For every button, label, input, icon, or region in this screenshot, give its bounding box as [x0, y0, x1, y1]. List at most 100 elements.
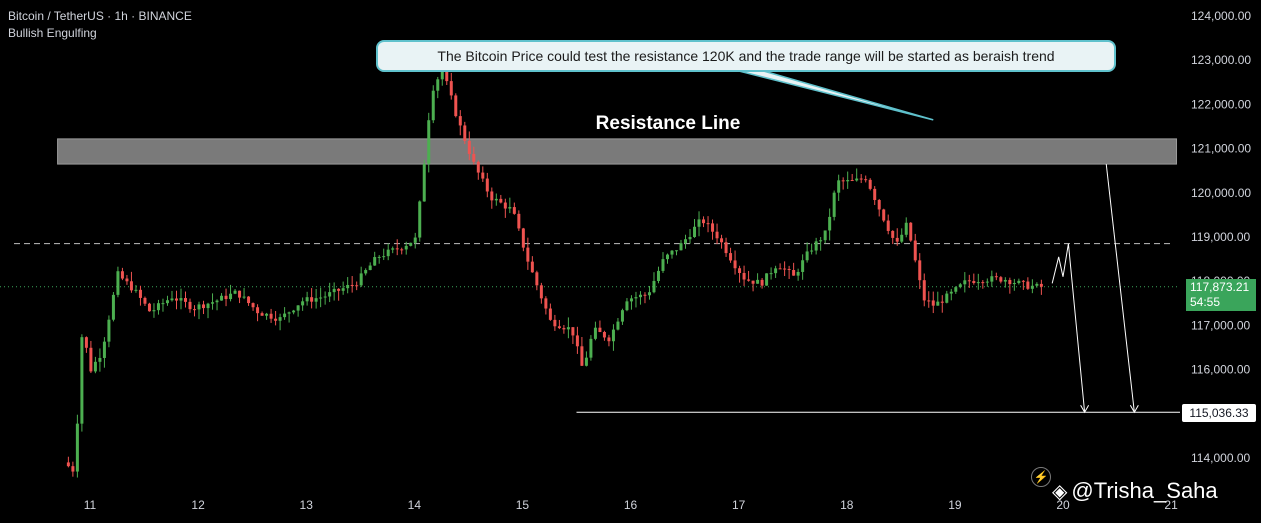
candle-body	[472, 153, 476, 162]
candle-body	[1030, 285, 1034, 289]
candle-body	[949, 291, 953, 294]
candle	[1003, 277, 1007, 288]
projection-path	[1051, 243, 1086, 413]
candle-body	[1012, 283, 1016, 285]
candle-body	[1026, 281, 1030, 289]
candle-body	[530, 261, 534, 273]
candle	[107, 315, 111, 348]
resistance-zone-layer	[57, 138, 1178, 165]
candle-body	[229, 293, 233, 300]
candle	[364, 268, 368, 276]
candle-body	[652, 280, 656, 293]
candle-body	[828, 216, 832, 231]
candle-body	[193, 309, 197, 311]
candle	[877, 198, 881, 217]
candle	[679, 239, 683, 251]
candle	[643, 292, 647, 304]
candle	[391, 246, 395, 254]
candle	[981, 280, 985, 289]
candle-body	[337, 288, 341, 291]
candle-body	[720, 238, 724, 243]
candle	[202, 300, 206, 315]
level-lines-layer	[0, 243, 1180, 413]
candle	[206, 302, 210, 319]
callout-annotation[interactable]: The Bitcoin Price could test the resista…	[376, 40, 1116, 72]
x-tick-label: 11	[84, 498, 97, 512]
candle-body	[958, 284, 962, 288]
candle-body	[251, 303, 255, 308]
candle-body	[368, 265, 372, 271]
current-price-value: 117,873.21	[1190, 280, 1250, 294]
candle	[242, 288, 246, 300]
candle-body	[445, 69, 449, 82]
candle	[607, 334, 611, 347]
candle	[152, 303, 156, 318]
candle-body	[427, 120, 431, 164]
candle	[1008, 277, 1012, 294]
candle-body	[188, 301, 192, 310]
candle-body	[620, 310, 624, 322]
candle-body	[102, 341, 106, 358]
candle-body	[774, 268, 778, 274]
candle	[233, 288, 237, 295]
candle	[265, 312, 269, 320]
candle-body	[418, 201, 422, 238]
candle-body	[292, 310, 296, 313]
candle-body	[422, 163, 426, 202]
indicator-label[interactable]: Bullish Engulfing	[8, 26, 97, 40]
candle-body	[215, 300, 219, 303]
flash-icon[interactable]: ⚡	[1031, 467, 1051, 487]
candle-body	[990, 276, 994, 282]
x-tick-label: 16	[624, 498, 638, 512]
candle-body	[553, 319, 557, 327]
candle-body	[724, 242, 728, 254]
candle-body	[382, 256, 386, 258]
candle	[238, 290, 242, 304]
candle-body	[377, 256, 381, 258]
candle	[557, 319, 561, 330]
candle	[787, 265, 791, 279]
candle	[418, 200, 422, 242]
candle-body	[994, 276, 998, 278]
candle-body	[310, 297, 314, 302]
candle-body	[350, 284, 354, 286]
candle-body	[882, 209, 886, 221]
x-tick-label: 13	[300, 498, 314, 512]
candle	[224, 288, 228, 307]
candle	[517, 210, 521, 231]
resistance-line-label[interactable]: Resistance Line	[595, 113, 741, 134]
candle	[1039, 279, 1043, 295]
candle-body	[706, 223, 710, 225]
candle	[328, 282, 332, 303]
candle	[904, 217, 908, 238]
candle-body	[972, 281, 976, 284]
candle	[693, 218, 697, 238]
candle	[193, 305, 197, 317]
candle	[1030, 279, 1034, 294]
candle-body	[855, 178, 859, 181]
candle	[611, 324, 615, 351]
candle	[566, 317, 570, 339]
candle	[1035, 282, 1039, 288]
x-axis[interactable]: 11 12 13 14 15 16 17 18 19 20 21	[84, 498, 1178, 512]
symbol-title[interactable]: Bitcoin / TetherUS · 1h · BINANCE	[8, 9, 192, 23]
candle-body	[945, 293, 949, 303]
candle-body	[120, 271, 124, 279]
candle	[301, 297, 305, 311]
candle-body	[220, 295, 224, 301]
candle-body	[864, 179, 868, 181]
candle-body	[665, 254, 669, 260]
candle-body	[174, 298, 178, 301]
candle	[71, 461, 75, 477]
candle	[958, 282, 962, 289]
candle	[332, 282, 336, 301]
candle	[647, 285, 651, 300]
candle	[188, 298, 192, 313]
x-tick-label: 18	[840, 498, 854, 512]
candle-body	[116, 271, 120, 295]
candle-body	[526, 247, 530, 262]
candle	[922, 273, 926, 307]
candle-body	[84, 337, 88, 348]
candle-body	[481, 172, 485, 179]
